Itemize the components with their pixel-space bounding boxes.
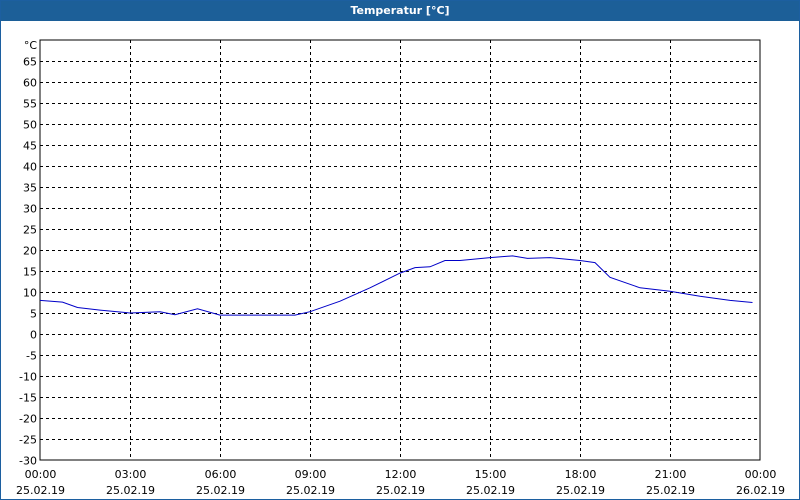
chart-title: Temperatur [°C]	[1, 1, 799, 21]
x-tick-time-label: 15:00	[475, 468, 507, 481]
x-tick-time-label: 18:00	[565, 468, 597, 481]
temperature-series-line	[39, 255, 753, 316]
x-tick-time-label: 00:00	[25, 468, 57, 481]
y-tick-label: 65	[23, 56, 37, 69]
y-tick-label: -30	[19, 455, 37, 468]
x-tick-date-label: 25.02.19	[286, 484, 335, 497]
y-tick-label: 5	[30, 308, 37, 321]
x-tick-time-label: 03:00	[115, 468, 147, 481]
y-tick-label: -15	[19, 392, 37, 405]
x-tick-date-label: 25.02.19	[556, 484, 605, 497]
y-tick-label: 20	[23, 245, 37, 258]
x-tick-time-label: 00:00	[745, 468, 777, 481]
y-tick-label: 60	[23, 77, 37, 90]
y-tick-label: 30	[23, 203, 37, 216]
y-tick-label: 15	[23, 266, 37, 279]
x-tick-time-label: 21:00	[655, 468, 687, 481]
y-tick-label: -10	[19, 371, 37, 384]
y-tick-label: 50	[23, 119, 37, 132]
y-tick-label: -5	[26, 350, 37, 363]
y-tick-label: -25	[19, 434, 37, 447]
x-tick-date-label: 26.02.19	[736, 484, 785, 497]
x-tick-time-label: 12:00	[385, 468, 417, 481]
y-tick-label: 40	[23, 161, 37, 174]
y-axis-unit-label: °C	[24, 39, 38, 52]
x-tick-time-label: 06:00	[205, 468, 237, 481]
y-tick-label: 35	[23, 182, 37, 195]
y-tick-label: 0	[30, 329, 37, 342]
x-tick-date-label: 25.02.19	[106, 484, 155, 497]
y-tick-label: -20	[19, 413, 37, 426]
y-tick-label: 25	[23, 224, 37, 237]
y-tick-label: 10	[23, 287, 37, 300]
x-tick-date-label: 25.02.19	[466, 484, 515, 497]
x-tick-date-label: 25.02.19	[646, 484, 695, 497]
x-tick-date-label: 25.02.19	[16, 484, 65, 497]
x-tick-date-label: 25.02.19	[196, 484, 245, 497]
x-tick-time-label: 09:00	[295, 468, 327, 481]
x-tick-date-label: 25.02.19	[376, 484, 425, 497]
y-tick-label: 45	[23, 140, 37, 153]
y-tick-label: 55	[23, 98, 37, 111]
